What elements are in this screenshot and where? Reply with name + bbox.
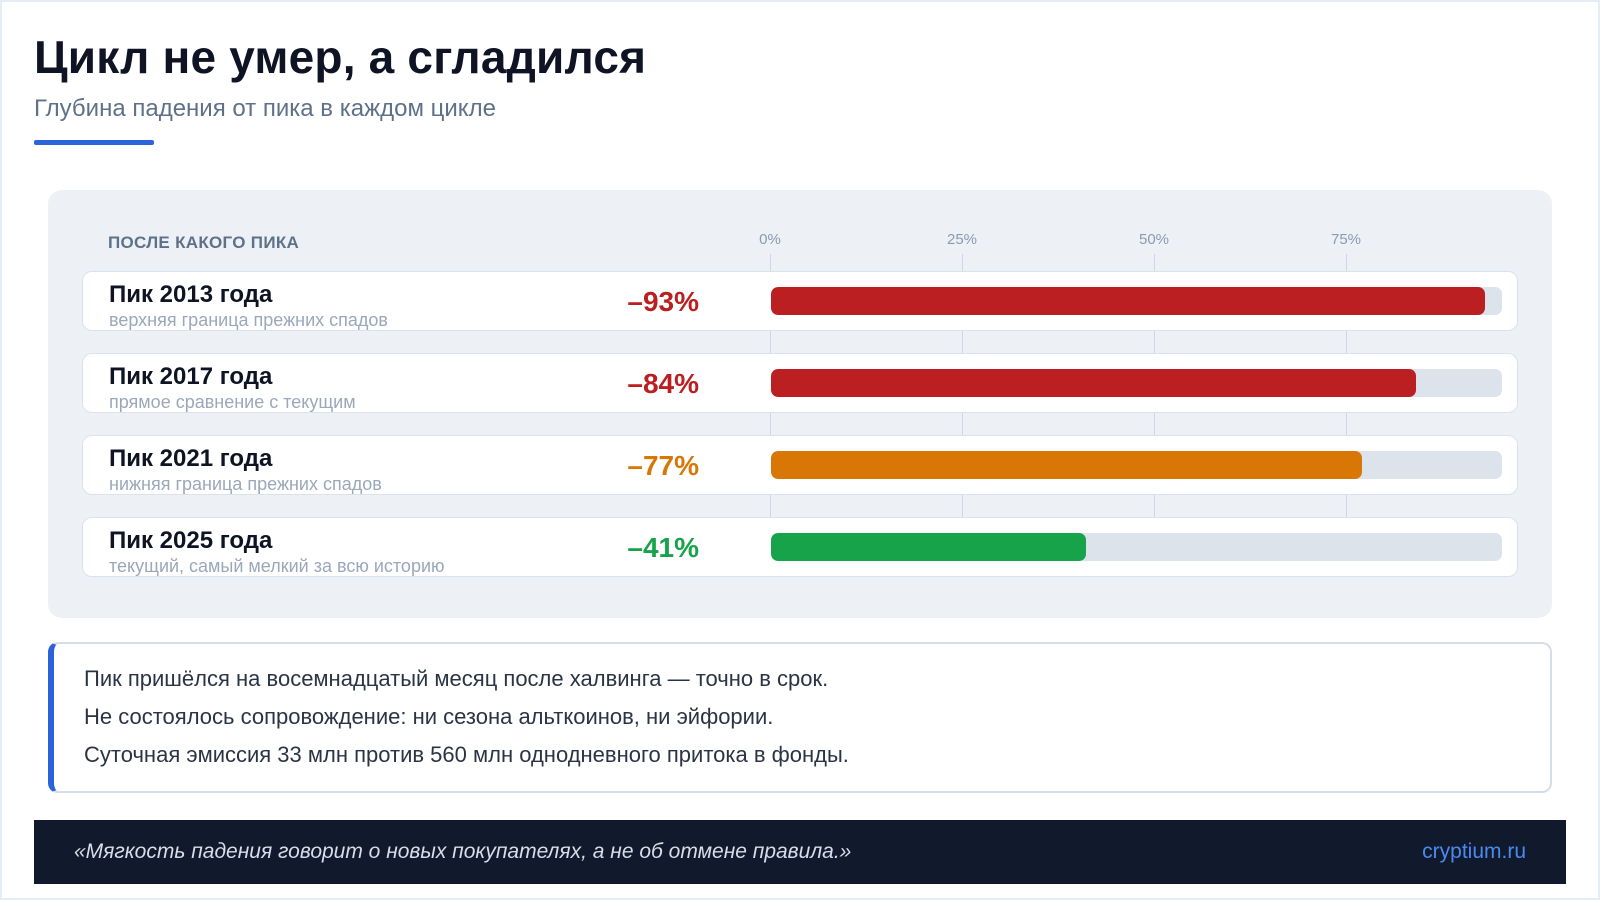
page-subtitle: Глубина падения от пика в каждом цикле — [34, 95, 496, 122]
title-accent-line — [34, 140, 154, 145]
data-label: –84% — [627, 368, 699, 399]
gridline-50 — [1154, 254, 1155, 576]
row-label: Пик 2017 года — [109, 363, 273, 390]
row-sublabel: нижняя граница прежних спадов — [109, 474, 382, 494]
tick-label-0: 0% — [759, 231, 781, 248]
page-title: Цикл не умер, а сгладился — [34, 31, 647, 83]
column-header: ПОСЛЕ КАКОГО ПИКА — [108, 233, 300, 252]
bar-track — [771, 287, 1502, 315]
chart-row: Пик 2013 года верхняя граница прежних спа… — [82, 271, 1518, 331]
site-link[interactable]: cryptium.ru — [1422, 840, 1526, 863]
tick-label-25: 25% — [946, 231, 978, 248]
row-label: Пик 2013 года — [109, 281, 273, 308]
gridline-75 — [1346, 254, 1347, 576]
bar — [771, 369, 1417, 397]
data-label: –93% — [627, 286, 699, 317]
note-line-3: Суточная эмиссия 33 млн против 560 млн о… — [84, 742, 849, 767]
bar-track — [771, 369, 1502, 397]
bar — [771, 287, 1486, 315]
bar — [771, 533, 1086, 561]
tick-label-75: 75% — [1330, 231, 1362, 248]
note-line-1: Пик пришёлся на восемнадцатый месяц посл… — [84, 666, 829, 691]
footer-quote: «Мягкость падения говорит о новых покупа… — [74, 840, 852, 863]
row-label: Пик 2021 года — [109, 445, 273, 472]
note-line-2: Не состоялось сопровождение: ни сезона а… — [84, 704, 774, 729]
chart-row: Пик 2021 года нижняя граница прежних спад… — [82, 435, 1518, 495]
row-sublabel: текущий, самый мелкий за всю историю — [109, 556, 445, 576]
bar-track — [771, 533, 1502, 561]
data-label: –41% — [627, 532, 699, 563]
footer-bar: «Мягкость падения говорит о новых покупа… — [34, 820, 1566, 884]
tick-label-50: 50% — [1138, 231, 1170, 248]
chart-row: Пик 2017 года прямое сравнение с текущим –… — [82, 353, 1518, 413]
row-sublabel: верхняя граница прежних спадов — [109, 310, 388, 330]
chart-row: Пик 2025 года текущий, самый мелкий за вс… — [82, 517, 1518, 577]
data-label: –77% — [627, 450, 699, 481]
bar — [771, 451, 1363, 479]
bar-track — [771, 451, 1502, 479]
gridline-25 — [962, 254, 963, 576]
gridline-0 — [770, 254, 771, 576]
row-sublabel: прямое сравнение с текущим — [109, 392, 356, 412]
row-label: Пик 2025 года — [109, 527, 273, 554]
notes-callout: Пик пришёлся на восемнадцатый месяц посл… — [48, 642, 1552, 793]
